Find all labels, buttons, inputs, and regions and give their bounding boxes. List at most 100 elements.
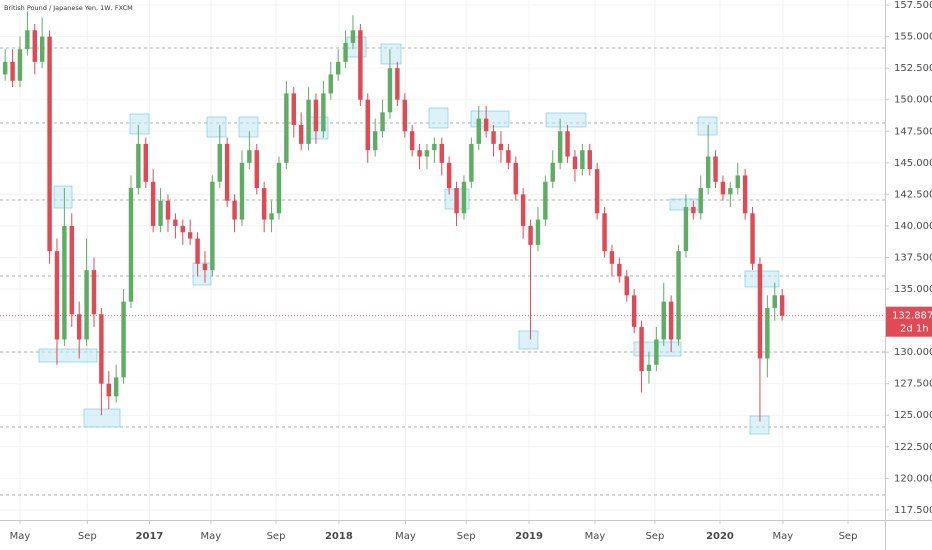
- x-tick-label: May: [773, 531, 794, 542]
- candle-body: [69, 225, 74, 315]
- y-tick-label: 117.500: [894, 505, 932, 516]
- candle-body: [691, 206, 696, 214]
- x-tick-label: Sep: [78, 531, 97, 542]
- candle-body: [380, 112, 385, 132]
- candle-body: [765, 307, 770, 359]
- candle-body: [365, 99, 370, 151]
- candle-body: [557, 131, 563, 163]
- x-tick-label: May: [585, 531, 606, 542]
- candle-body: [572, 156, 578, 170]
- candle-body: [121, 301, 126, 378]
- candle-body: [25, 30, 30, 50]
- candle-body: [757, 263, 763, 359]
- candle-body: [335, 61, 341, 75]
- y-tick-label: 125.000: [894, 410, 932, 421]
- candle-body: [461, 181, 467, 214]
- candle-body: [261, 188, 267, 220]
- candle-body: [454, 188, 459, 214]
- candle-body: [639, 326, 644, 372]
- candle-body: [306, 99, 311, 144]
- candle-body: [402, 99, 407, 132]
- y-tick-label: 127.500: [894, 379, 932, 390]
- candle-body: [750, 213, 755, 264]
- candle-body: [343, 42, 348, 62]
- candle-body: [372, 131, 378, 151]
- candle-body: [350, 30, 356, 43]
- candle-body: [224, 143, 230, 201]
- candle-body: [498, 143, 504, 151]
- y-tick-label: 155.000: [894, 32, 932, 43]
- candle-body: [291, 93, 296, 125]
- candle-body: [565, 131, 570, 157]
- zone-box: [428, 107, 449, 129]
- candle-body: [195, 238, 200, 264]
- candle-body: [668, 301, 674, 340]
- candle-body: [136, 143, 141, 189]
- candle-body: [602, 213, 607, 252]
- candle-body: [698, 188, 703, 214]
- x-tick-label: 2019: [515, 531, 543, 542]
- candle-body: [387, 68, 393, 113]
- zone-box: [238, 116, 259, 138]
- candle-body: [173, 219, 178, 226]
- y-tick-label: 120.000: [894, 473, 932, 484]
- candle-body: [313, 99, 319, 132]
- candle-body: [728, 188, 733, 195]
- candle-body: [424, 150, 430, 157]
- candle-body: [210, 181, 215, 271]
- y-tick-label: 152.500: [894, 63, 932, 74]
- x-tick-label: Sep: [267, 531, 286, 542]
- candle-body: [91, 270, 97, 315]
- candle-body: [439, 143, 444, 163]
- candle-body: [276, 162, 282, 214]
- candle-body: [720, 181, 726, 195]
- candle-body: [594, 169, 600, 214]
- candle-body: [742, 175, 748, 214]
- zone-box: [38, 348, 98, 363]
- last-price-tag: [886, 306, 932, 337]
- candle-body: [646, 364, 652, 372]
- x-tick-label: Sep: [457, 531, 476, 542]
- candle-body: [654, 339, 659, 365]
- y-tick-label: 137.500: [894, 252, 932, 263]
- candle-body: [39, 36, 45, 62]
- candle-body: [54, 251, 60, 340]
- zone-box: [380, 43, 402, 65]
- candle-body: [476, 118, 481, 144]
- candle-body: [47, 36, 52, 252]
- candle-body: [661, 301, 666, 340]
- zone-box: [53, 185, 73, 209]
- y-tick-label: 122.500: [894, 442, 932, 453]
- candle-body: [99, 314, 104, 384]
- candle-body: [772, 295, 777, 308]
- candle-body: [187, 232, 193, 239]
- candle-body: [432, 143, 437, 151]
- candle-body: [143, 143, 148, 182]
- candle-body: [321, 93, 326, 132]
- candle-body: [631, 295, 637, 327]
- zone-box: [346, 36, 367, 58]
- x-tick-label: Sep: [839, 531, 858, 542]
- candle-body: [705, 156, 711, 189]
- candle-body: [128, 188, 134, 302]
- candle-body: [358, 30, 363, 100]
- y-tick-label: 135.000: [894, 284, 932, 295]
- candle-body: [239, 162, 245, 220]
- x-tick-label: Sep: [645, 531, 664, 542]
- zone-box: [697, 116, 718, 136]
- candle-body: [779, 295, 785, 316]
- zone-box: [518, 330, 539, 350]
- candle-body: [513, 162, 518, 195]
- candle-body: [247, 150, 252, 163]
- zone-box: [192, 262, 212, 286]
- candle-body: [713, 156, 718, 182]
- zone-box: [206, 116, 227, 138]
- y-tick-label: 145.000: [894, 158, 932, 169]
- candle-body: [617, 263, 622, 277]
- candle-body: [446, 162, 452, 189]
- candle-body: [2, 61, 8, 75]
- candle-body: [520, 194, 526, 226]
- zone-box: [129, 113, 150, 135]
- candle-body: [609, 251, 615, 264]
